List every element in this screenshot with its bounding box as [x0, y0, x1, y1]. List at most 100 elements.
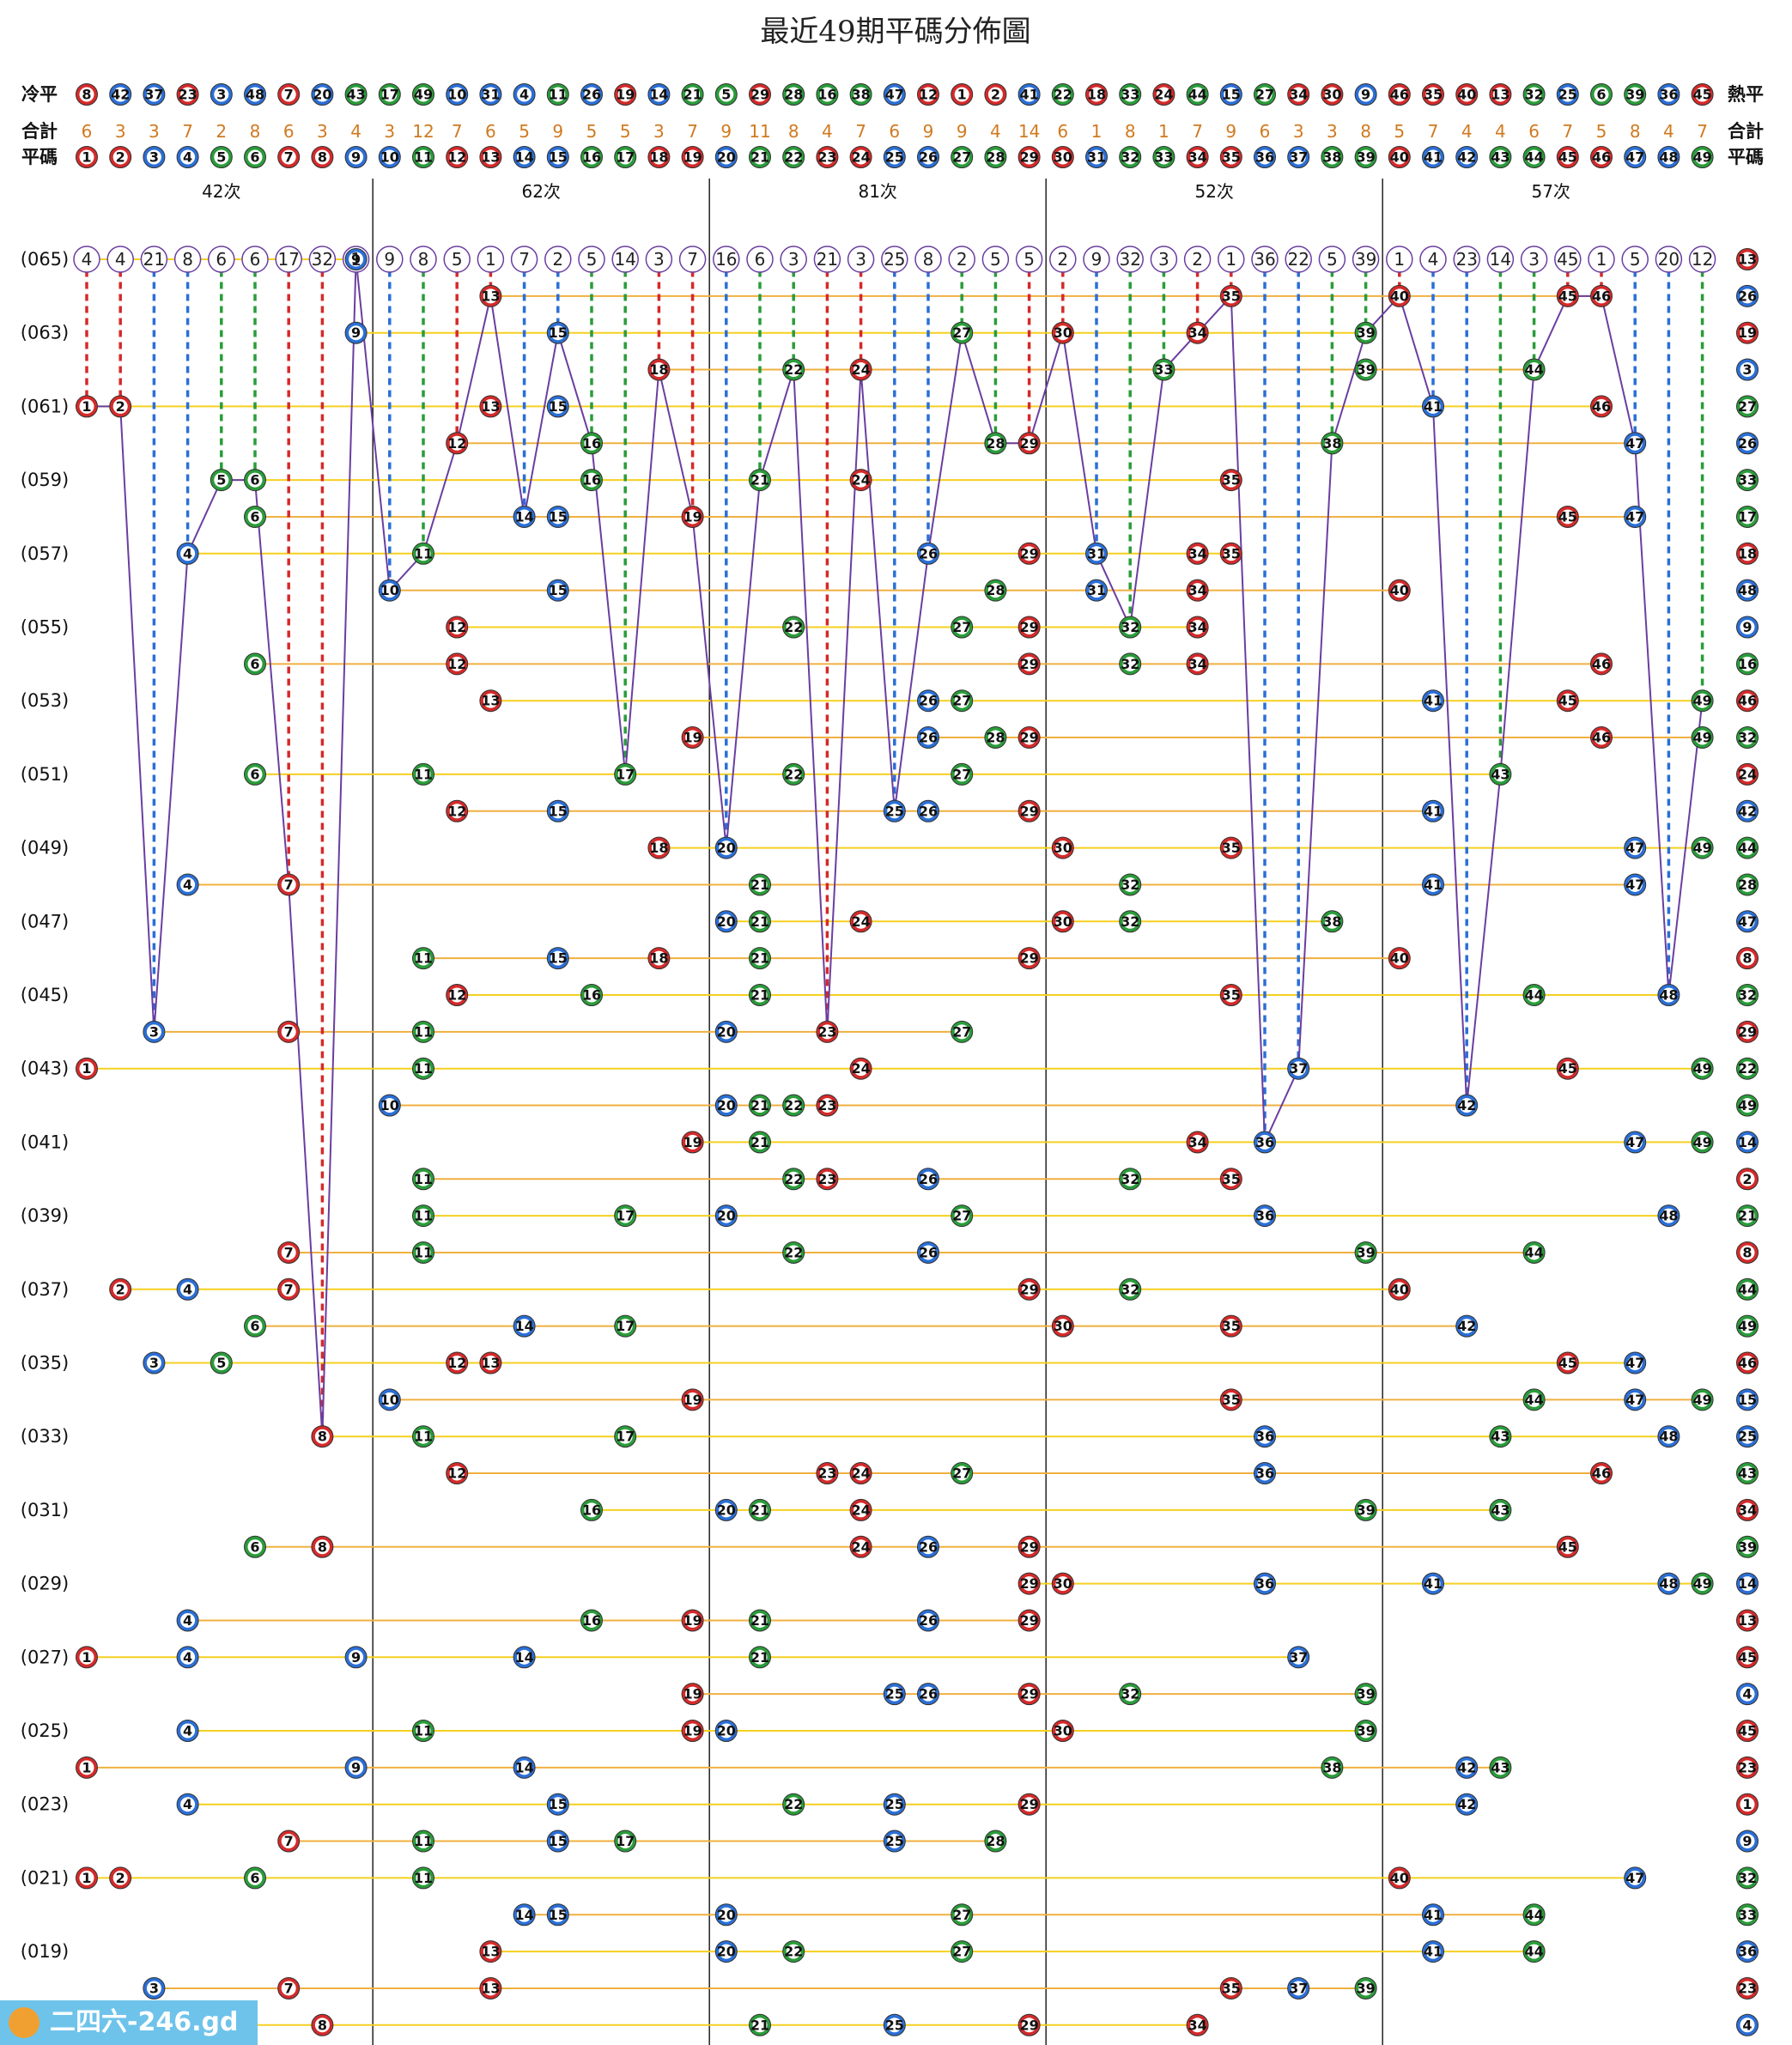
drawn-number-ball-inner: [786, 1797, 801, 1812]
period-label: (031): [21, 1500, 69, 1520]
drawn-number-ball-label: 13: [481, 398, 500, 415]
cold-ball-inner: [1425, 87, 1441, 102]
drawn-number-ball-label: 15: [549, 803, 568, 819]
number-header-ball-label: 9: [351, 149, 361, 166]
drawn-number-ball-label: 41: [1424, 1907, 1443, 1923]
drawn-number-ball-inner: [146, 1981, 161, 1996]
drawn-number-ball-inner: [1627, 509, 1643, 525]
drawn-number-ball-label: 41: [1424, 693, 1443, 709]
drawn-number-ball-label: 35: [1222, 1980, 1241, 1996]
total-count: 6: [1260, 121, 1271, 142]
drawn-number-ball-label: 45: [1558, 508, 1577, 525]
drawn-number-ball-inner: [349, 325, 364, 341]
drawn-number-ball-label: 21: [750, 877, 769, 893]
miss-count-circle: [477, 246, 505, 273]
drawn-number-ball-inner: [987, 1834, 1003, 1849]
drawn-number-ball-label: 46: [1592, 398, 1611, 415]
drawn-number-ball-label: 21: [750, 2017, 769, 2033]
miss-count-circle: [376, 246, 404, 273]
drawn-number-ball-inner: [550, 583, 566, 598]
hot-number-ball-label: 4: [1742, 2017, 1752, 2033]
miss-count-label: 14: [614, 249, 635, 270]
drawn-number-ball-label: 7: [284, 1023, 294, 1040]
hot-number-ball-label: 27: [1738, 398, 1757, 415]
miss-count-circle: [1419, 246, 1447, 273]
drawn-number-ball-label: 17: [616, 1833, 635, 1849]
hot-number-ball-label: 29: [1738, 1023, 1757, 1040]
drawn-number-ball-label: 4: [183, 1649, 192, 1666]
hot-number-ball-label: 9: [1742, 619, 1752, 635]
drawn-number-ball-inner: [1425, 1576, 1441, 1592]
drawn-number-ball-label: 29: [1019, 1686, 1038, 1702]
hot-number-ball-inner: [1740, 1282, 1755, 1297]
hot-number-ball-label: 49: [1738, 1318, 1757, 1334]
total-count: 3: [149, 121, 160, 142]
drawn-number-ball-label: 37: [1289, 1060, 1308, 1077]
drawn-number-ball-inner: [584, 1612, 599, 1628]
hot-number-ball-inner: [1740, 1061, 1755, 1077]
cold-ball-label: 49: [414, 87, 433, 103]
drawn-number-ball-label: 46: [1592, 1465, 1611, 1482]
drawn-number-ball-inner: [1190, 325, 1206, 341]
drawn-number-ball-inner: [550, 1834, 566, 1849]
number-header-ball-label: 48: [1659, 149, 1678, 166]
group-count-label: 62次: [521, 181, 560, 202]
hot-number-ball-inner: [1740, 1576, 1755, 1592]
drawn-number-ball-inner: [416, 1429, 431, 1444]
drawn-number-ball-label: 18: [649, 950, 668, 967]
period-label: (057): [21, 543, 69, 564]
drawn-number-ball-label: 39: [1356, 325, 1375, 341]
drawn-number-ball-label: 4: [183, 1723, 192, 1739]
drawn-number-ball-label: 27: [952, 619, 971, 635]
period-label: (027): [21, 1647, 69, 1667]
drawn-number-ball-label: 35: [1222, 545, 1241, 561]
drawn-number-ball-label: 4: [183, 1281, 192, 1297]
number-header-ball-label: 8: [318, 149, 327, 166]
drawn-number-ball-label: 45: [1558, 693, 1577, 709]
drawn-number-ball-inner: [651, 362, 666, 378]
drawn-number-ball-label: 35: [1222, 840, 1241, 856]
drawn-number-ball-inner: [517, 1907, 532, 1922]
drawn-number-ball-label: 46: [1592, 288, 1611, 304]
drawn-number-ball-label: 38: [1322, 435, 1341, 452]
cold-ball-inner: [1089, 87, 1104, 102]
period-label: (029): [21, 1574, 69, 1594]
miss-count-label: 5: [586, 249, 598, 270]
number-header-ball-label: 30: [1054, 149, 1072, 166]
number-header-ball-label: 40: [1390, 149, 1409, 166]
number-header-ball-inner: [617, 149, 633, 165]
drawn-number-ball-label: 46: [1592, 730, 1611, 746]
drawn-number-ball-label: 32: [1121, 619, 1139, 635]
drawn-number-ball-label: 11: [414, 1171, 433, 1187]
hot-number-ball-inner: [1740, 472, 1755, 488]
drawn-number-ball-inner: [1459, 1797, 1474, 1812]
drawn-number-ball-label: 6: [250, 508, 259, 525]
cold-ball-inner: [819, 87, 835, 102]
drawn-number-ball-inner: [1695, 1061, 1710, 1077]
drawn-number-ball-inner: [1224, 546, 1239, 561]
period-label: (019): [21, 1941, 69, 1962]
number-header-ball-label: 42: [1457, 149, 1476, 166]
drawn-number-ball-label: 33: [1154, 361, 1173, 378]
drawn-number-ball-inner: [954, 1024, 969, 1040]
number-header-ball-label: 29: [1019, 149, 1038, 166]
cold-ball-label: 14: [649, 87, 668, 103]
drawn-number-ball-inner: [449, 987, 465, 1003]
number-header-ball-label: 19: [683, 149, 702, 166]
drawn-number-ball-label: 13: [481, 288, 500, 304]
number-header-ball-label: 10: [380, 149, 399, 166]
drawn-number-ball-inner: [247, 767, 263, 782]
drawn-number-ball-label: 29: [1019, 545, 1038, 561]
drawn-number-ball-inner: [314, 2018, 330, 2033]
drawn-number-ball-inner: [1122, 913, 1138, 929]
drawn-number-ball-inner: [180, 546, 196, 561]
drawn-number-ball-inner: [853, 1502, 869, 1518]
drawn-number-ball-inner: [1695, 730, 1710, 745]
hot-number-ball-inner: [1740, 1686, 1755, 1702]
miss-count-label: 5: [452, 249, 463, 270]
drawn-number-ball-label: 18: [649, 840, 668, 856]
hot-number-ball-label: 32: [1738, 1870, 1757, 1886]
drawn-number-ball-inner: [247, 509, 263, 525]
drawn-number-ball-inner: [786, 1098, 801, 1114]
miss-count-label: 45: [1557, 249, 1578, 270]
